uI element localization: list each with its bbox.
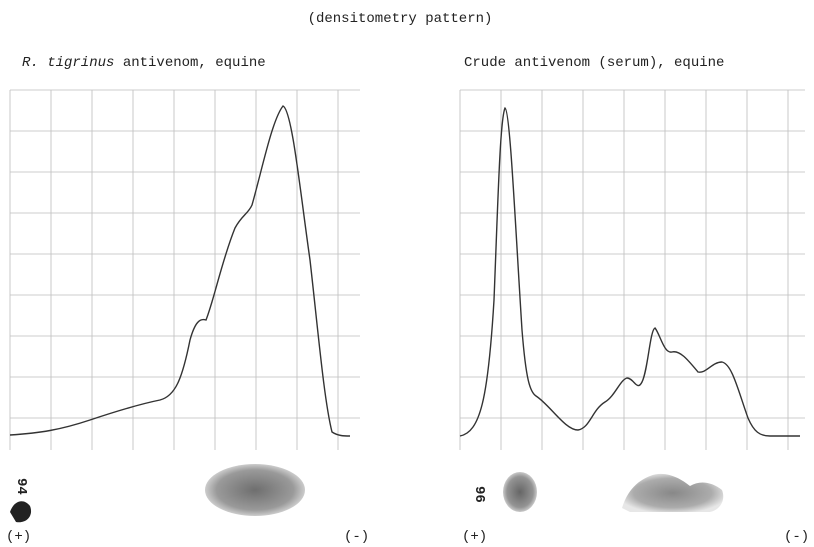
panel-title: R. tigrinus antivenom, equine <box>22 55 266 71</box>
mark-blob <box>10 501 32 523</box>
cathode-label: (-) <box>344 529 369 545</box>
handwritten-note: 94 <box>13 478 29 495</box>
panel-title-rest: antivenom, equine <box>114 55 265 71</box>
electrophoresis-band <box>205 464 305 516</box>
grid <box>9 89 360 450</box>
handwritten-note: 96 <box>471 486 487 503</box>
panel-title-italic: R. tigrinus <box>22 55 114 71</box>
panel-title: Crude antivenom (serum), equine <box>464 55 724 71</box>
cathode-label: (-) <box>784 529 809 545</box>
density-curve <box>459 107 800 437</box>
electrophoresis-band <box>622 473 724 512</box>
panel-title-rest: Crude antivenom (serum), equine <box>464 55 724 71</box>
density-curve <box>9 105 351 437</box>
electrophoresis-band <box>503 472 537 512</box>
page-title: (densitometry pattern) <box>308 11 493 27</box>
anode-label: (+) <box>6 529 31 545</box>
anode-label: (+) <box>462 529 487 545</box>
grid <box>459 89 805 450</box>
